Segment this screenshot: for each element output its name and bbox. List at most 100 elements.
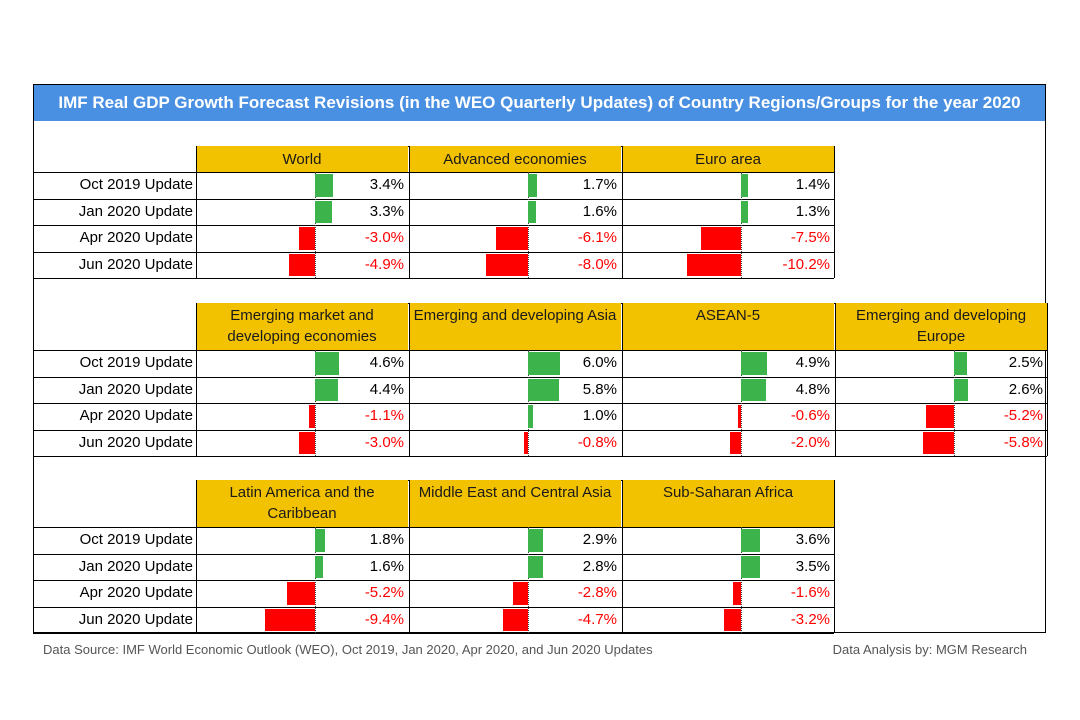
zero-axis: [315, 350, 316, 456]
column-divider: [196, 303, 197, 456]
data-bar: [686, 253, 741, 276]
zero-axis: [741, 527, 742, 633]
column-divider: [196, 146, 197, 278]
zero-axis: [741, 172, 742, 278]
row-divider: [33, 403, 1047, 404]
data-label: -1.1%: [364, 407, 404, 424]
row-label: Apr 2020 Update: [79, 407, 193, 424]
row-label: Apr 2020 Update: [79, 229, 193, 246]
data-bar: [315, 200, 333, 223]
row-divider: [33, 456, 1047, 457]
row-divider: [33, 199, 834, 200]
zero-axis: [315, 527, 316, 633]
block-header: Emerging market and developing economies: [196, 303, 408, 350]
data-bar: [485, 253, 528, 276]
data-bar: [528, 405, 534, 428]
row-label: Jan 2020 Update: [78, 202, 193, 220]
zero-axis: [954, 350, 955, 456]
data-bar: [523, 431, 528, 454]
data-label: -0.8%: [577, 433, 617, 451]
row-divider: [33, 225, 834, 226]
data-bar: [315, 555, 324, 578]
zero-axis: [315, 172, 316, 278]
data-bar: [315, 378, 339, 401]
data-label: -5.2%: [1003, 407, 1043, 424]
data-bar: [299, 227, 315, 250]
block-header: Emerging and developing Asia: [409, 303, 621, 350]
row-divider: [33, 377, 1047, 378]
data-bar: [701, 227, 741, 250]
row-label: Oct 2019 Update: [79, 176, 193, 193]
column-divider: [835, 303, 836, 456]
zero-axis: [528, 172, 529, 278]
data-label: 3.4%: [369, 176, 404, 193]
zero-axis: [528, 350, 529, 456]
data-bar: [737, 405, 741, 428]
data-label: -2.0%: [790, 433, 830, 451]
data-bar: [741, 555, 760, 578]
data-bar: [741, 174, 749, 197]
data-label: -3.2%: [790, 610, 830, 628]
data-label: 4.9%: [795, 354, 830, 371]
analysis-credit: Data Analysis by: MGM Research: [832, 642, 1027, 657]
data-bar: [741, 529, 761, 552]
row-divider: [33, 350, 1047, 351]
data-label: 4.8%: [795, 380, 830, 398]
data-bar: [741, 378, 767, 401]
row-label: Jun 2020 Update: [78, 433, 193, 451]
data-bar: [528, 200, 537, 223]
data-bar: [528, 174, 537, 197]
block-header: Middle East and Central Asia: [409, 480, 621, 527]
block-header: Euro area: [622, 146, 834, 172]
data-label: -1.6%: [790, 584, 830, 601]
row-divider: [33, 554, 834, 555]
column-divider: [834, 146, 835, 278]
data-label: 5.8%: [582, 380, 617, 398]
data-label: 6.0%: [582, 354, 617, 371]
data-label: -10.2%: [782, 255, 830, 273]
row-divider: [33, 527, 834, 528]
data-bar: [503, 608, 528, 631]
column-divider: [622, 303, 623, 456]
data-bar: [528, 378, 559, 401]
data-label: -0.6%: [790, 407, 830, 424]
data-label: -8.0%: [577, 255, 617, 273]
data-bar: [265, 608, 315, 631]
block-header: Sub-Saharan Africa: [622, 480, 834, 527]
data-bar: [741, 200, 748, 223]
zero-axis: [528, 527, 529, 633]
block-header: World: [196, 146, 408, 172]
data-label: 3.6%: [795, 531, 830, 548]
column-divider: [622, 480, 623, 633]
data-bar: [513, 582, 528, 605]
header-top-line: [196, 303, 1047, 304]
data-label: 1.3%: [795, 202, 830, 220]
row-label: Jan 2020 Update: [78, 557, 193, 575]
column-divider: [409, 303, 410, 456]
data-bar: [315, 352, 340, 375]
chart-title: IMF Real GDP Growth Forecast Revisions (…: [34, 85, 1045, 121]
data-bar: [741, 352, 767, 375]
column-divider: [409, 146, 410, 278]
data-label: -6.1%: [577, 229, 617, 246]
data-label: 3.5%: [795, 557, 830, 575]
column-divider: [196, 480, 197, 633]
data-bar: [528, 555, 543, 578]
data-bar: [315, 174, 334, 197]
chart-frame: IMF Real GDP Growth Forecast Revisions (…: [33, 84, 1046, 633]
data-bar: [528, 529, 544, 552]
column-divider: [834, 480, 835, 633]
row-label: Oct 2019 Update: [79, 531, 193, 548]
row-divider: [33, 580, 834, 581]
data-label: 3.3%: [369, 202, 404, 220]
data-label: 1.0%: [582, 407, 617, 424]
row-label: Jun 2020 Update: [78, 610, 193, 628]
column-divider: [622, 146, 623, 278]
block-header: Advanced economies: [409, 146, 621, 172]
row-divider: [33, 252, 834, 253]
data-bar: [732, 582, 741, 605]
data-label: -3.0%: [364, 433, 404, 451]
data-bar: [730, 431, 741, 454]
zero-axis: [741, 350, 742, 456]
data-label: -3.0%: [364, 229, 404, 246]
